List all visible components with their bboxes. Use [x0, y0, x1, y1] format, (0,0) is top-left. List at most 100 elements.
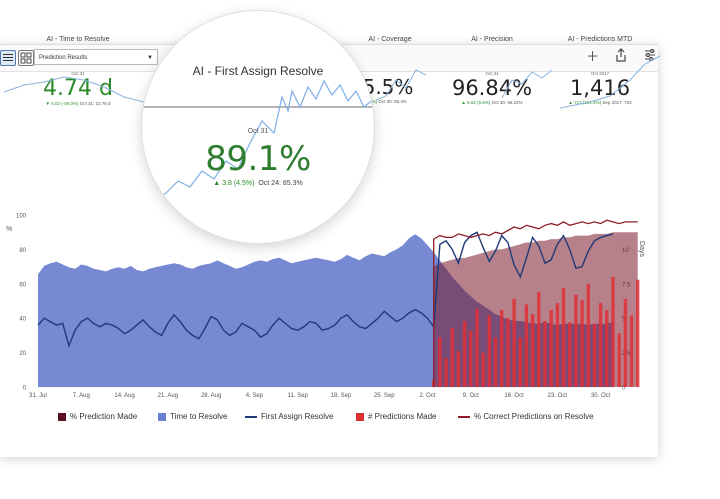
kpi-title: AI - Time to Resolve — [46, 36, 110, 43]
kpi-delta: ▲ 713 (101.4%) — [568, 100, 602, 105]
dashboard-select-value: Prediction Results — [39, 55, 88, 61]
legend-label: # Predictions Made — [368, 412, 437, 421]
bar-predictions-made — [444, 358, 448, 387]
legend-label: First Assign Resolve — [261, 412, 334, 421]
grid-view-icon[interactable] — [18, 50, 34, 66]
bar-predictions-made — [493, 337, 498, 387]
bar-predictions-made — [580, 300, 584, 387]
kpi-delta: ▲ 6.62 (0.6%) — [461, 100, 491, 105]
bar-predictions-made — [450, 327, 454, 387]
kpi-delta-row: ▲ 6.62 (0.6%) Oct 30: 96.22% — [432, 100, 552, 105]
magnifier-kpi-first-assign-resolve[interactable]: AI - First Assign Resolve Oct 31 89.1% ▲… — [142, 11, 374, 243]
kpi-title: AI - Predictions MTD — [567, 36, 633, 43]
bar-predictions-made — [537, 292, 541, 387]
x-tick-label: 2. Oct — [420, 393, 436, 399]
y-left-tick-label: 60 — [19, 282, 26, 288]
bar-predictions-made — [543, 321, 547, 387]
legend-label: Time to Resolve — [170, 412, 228, 421]
magnifier-delta: ▲ 3.8 (4.5%) — [213, 180, 255, 187]
bar-predictions-made — [438, 337, 442, 387]
x-tick-label: 4. Sep — [246, 393, 264, 399]
x-tick-label: 9. Oct — [463, 393, 479, 399]
bar-predictions-made — [586, 283, 590, 387]
y-left-tick-label: 80 — [19, 248, 26, 254]
y-right-tick-label: 0 — [622, 386, 626, 392]
legend-item-correct-predictions[interactable]: % Correct Predictions on Resolve — [458, 412, 594, 421]
bar-predictions-made — [518, 337, 522, 387]
x-tick-label: 7. Aug — [73, 393, 90, 399]
kpi-date: Oct 31 — [485, 71, 499, 76]
y-right-axis-label: Days — [638, 241, 645, 257]
bar-predictions-made — [605, 309, 609, 387]
legend-label: % Prediction Made — [70, 412, 138, 421]
share-icon[interactable] — [615, 48, 627, 67]
bar-predictions-made — [598, 303, 603, 387]
main-chart: ults % Days 02040608010002.557.51031. Ju… — [6, 199, 645, 399]
magnifier-sparkline — [142, 79, 374, 222]
magnifier-compare: Oct 24: 85.3% — [258, 180, 303, 187]
y-left-tick-label: 20 — [19, 351, 26, 357]
chevron-down-icon: ▼ — [147, 55, 153, 61]
kpi-compare: Sep 2017: 703 — [602, 100, 632, 105]
bar-predictions-made — [636, 279, 640, 387]
x-tick-label: 23. Oct — [548, 393, 568, 399]
legend-item-predictions-made[interactable]: # Predictions Made — [356, 412, 436, 421]
magnifier-title: AI - First Assign Resolve — [192, 64, 324, 78]
bar-predictions-made — [592, 323, 597, 387]
series-line-correct-predictions — [433, 219, 638, 387]
bar-predictions-made — [617, 333, 621, 387]
bar-predictions-made — [555, 303, 560, 387]
x-tick-label: 14. Aug — [114, 393, 134, 399]
add-icon[interactable]: ＋ — [586, 49, 600, 64]
dashboard-select[interactable]: Prediction Results ▼ — [34, 49, 158, 65]
y-left-axis-label: % — [6, 226, 12, 233]
list-view-icon[interactable] — [0, 50, 16, 66]
x-tick-label: 16. Oct — [504, 393, 524, 399]
bar-predictions-made — [611, 276, 615, 387]
x-tick-label: 31. Jul — [29, 393, 47, 399]
legend-label: % Correct Predictions on Resolve — [474, 412, 594, 421]
magnifier-value: 89.1% — [205, 139, 311, 179]
bar-predictions-made — [462, 321, 467, 387]
kpi-precision[interactable]: AI - Precision Oct 31 96.84% ▲ 6.62 (0.6… — [432, 36, 552, 105]
kpi-sparkline — [560, 55, 660, 109]
kpi-date: Oct 2017 — [590, 71, 610, 76]
series-line-first-assign-resolve — [37, 231, 614, 348]
legend-item-time-to-resolve[interactable]: Time to Resolve — [158, 412, 228, 421]
legend-swatch — [356, 412, 364, 421]
legend-swatch — [458, 415, 470, 418]
magnifier-date: Oct 31 — [247, 128, 269, 135]
kpi-delta-row: ▼ 6.02 (-56.0%) Oct 31: 10.76 d — [18, 101, 138, 106]
legend-swatch — [58, 412, 66, 421]
kpi-delta: ▼ 6.02 (-56.0%) — [45, 101, 79, 106]
x-tick-label: 25. Sep — [374, 393, 395, 399]
kpi-sparkline — [4, 76, 154, 105]
bar-predictions-made — [530, 314, 535, 387]
bar-predictions-made — [623, 298, 628, 387]
kpi-title: AI - Coverage — [368, 36, 412, 43]
x-tick-label: 21. Aug — [158, 393, 178, 399]
kpi-value: 96.84% — [451, 76, 533, 100]
bar-predictions-made — [475, 308, 479, 387]
kpi-predictions-mtd[interactable]: AI - Predictions MTD Oct 2017 1,416 ▲ 71… — [540, 36, 660, 109]
kpi-compare: Oct 31: 10.76 d — [79, 101, 111, 106]
kpi-coverage[interactable]: AI - Coverage 5.5% 5%) Oct 30: 85.3% — [346, 36, 426, 104]
kpi-sparkline — [502, 69, 552, 99]
bar-predictions-made — [549, 309, 553, 387]
kpi-delta: 5%) — [369, 99, 378, 104]
kpi-compare: Oct 30: 85.3% — [378, 99, 407, 104]
legend-item-prediction-made[interactable]: % Prediction Made — [58, 412, 137, 421]
kpi-value: 4.74 d — [43, 76, 113, 101]
kpi-title: AI - Precision — [471, 36, 513, 43]
bar-predictions-made — [481, 352, 485, 387]
magnifier-delta-row: ▲ 3.8 (4.5%) Oct 24: 85.3% — [142, 180, 374, 187]
x-tick-label: 11. Sep — [288, 393, 309, 399]
legend-swatch — [158, 412, 166, 421]
bar-predictions-made — [506, 318, 510, 387]
bar-predictions-made — [512, 298, 516, 387]
kpi-time-to-resolve[interactable]: AI - Time to Resolve Oct 31 4.74 d ▼ 6.0… — [4, 36, 154, 106]
kpi-delta-row: ▲ 713 (101.4%) Sep 2017: 703 — [540, 100, 660, 105]
kpi-date: Oct 31 — [71, 71, 85, 76]
legend-item-first-assign-resolve[interactable]: First Assign Resolve — [245, 412, 333, 421]
bar-predictions-made — [456, 351, 461, 387]
